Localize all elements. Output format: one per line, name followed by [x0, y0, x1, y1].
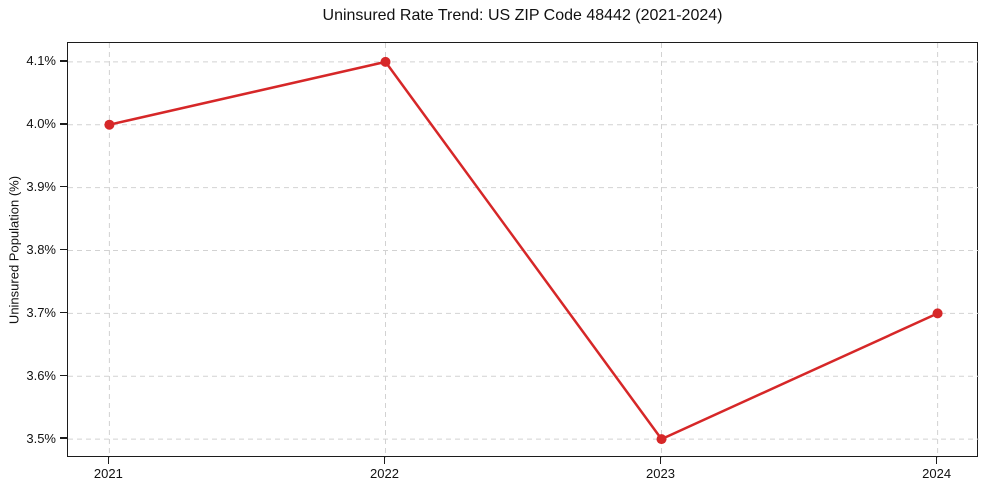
y-tick-mark: [60, 123, 67, 125]
x-tick-label: 2024: [922, 466, 952, 481]
y-tick-label: 3.9%: [26, 179, 56, 195]
plot-area: [67, 42, 979, 458]
line-chart-svg: [68, 43, 979, 458]
x-tick-mark: [107, 457, 110, 464]
y-tick-mark: [60, 248, 67, 251]
data-point-marker: [104, 119, 115, 130]
x-tick-mark: [383, 457, 386, 464]
y-tick-mark: [60, 185, 67, 188]
data-point-marker: [932, 308, 943, 319]
x-tick-mark: [659, 457, 662, 464]
y-tick-label: 4.0%: [26, 116, 56, 132]
data-point-marker: [656, 434, 667, 445]
x-tick-label: 2021: [93, 466, 123, 481]
trend-line: [108, 60, 939, 441]
y-tick-label: 4.1%: [26, 53, 56, 69]
y-tick-label: 3.7%: [26, 304, 56, 320]
y-tick-mark: [60, 60, 67, 62]
y-tick-label: 3.5%: [26, 430, 56, 446]
y-tick-label: 3.6%: [26, 367, 56, 383]
y-tick-mark: [60, 311, 67, 314]
data-point-marker: [380, 56, 391, 67]
y-tick-mark: [60, 437, 67, 439]
chart-title: Uninsured Rate Trend: US ZIP Code 48442 …: [322, 7, 723, 24]
y-tick-mark: [60, 374, 67, 376]
x-tick-mark: [935, 457, 938, 464]
y-tick-label: 3.8%: [26, 242, 56, 257]
x-tick-label: 2023: [646, 466, 675, 481]
x-tick-label: 2022: [370, 466, 399, 481]
